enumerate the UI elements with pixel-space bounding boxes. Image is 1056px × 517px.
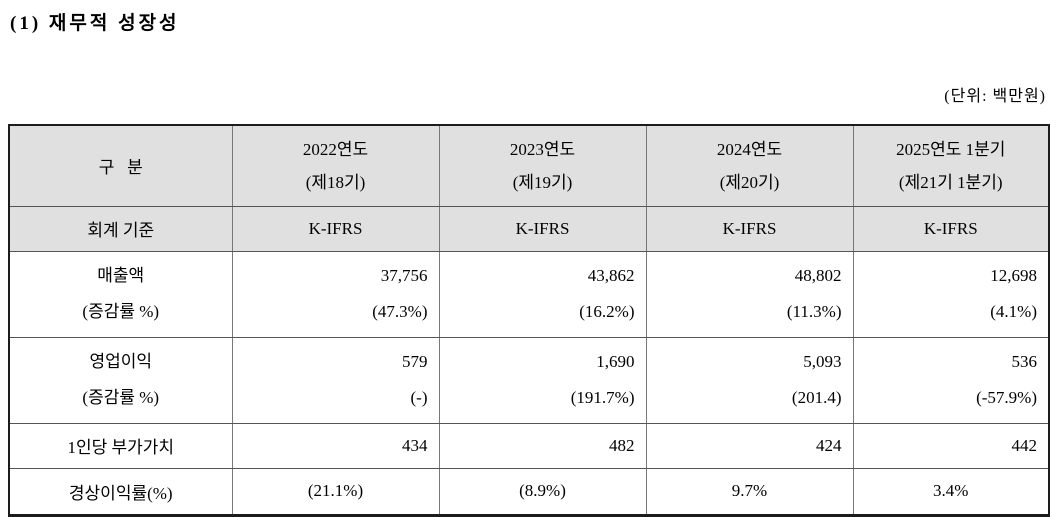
cell-value-added-2024: 424 bbox=[645, 422, 854, 469]
cell-value: 5,093 bbox=[803, 351, 842, 371]
col-header-category: 구 분 bbox=[8, 124, 233, 207]
cell-value: 1,690 bbox=[596, 351, 635, 371]
table-header-row: 구 분 2022연도 (제18기) 2023연도 (제19기) 2024연도 (… bbox=[8, 124, 1050, 207]
cell-value: 12,698 bbox=[990, 265, 1037, 285]
page-title: (1) 재무적 성장성 bbox=[10, 13, 180, 34]
cell-ratio-2024: 9.7% bbox=[645, 467, 854, 516]
cell-revenue-2024: 48,802 (11.3%) bbox=[645, 250, 854, 338]
row-label: 매출액 (증감률 %) bbox=[8, 250, 233, 338]
cell-growth-rate: (47.3%) bbox=[372, 302, 428, 322]
col-header-2025q1: 2025연도 1분기 (제21기 1분기) bbox=[852, 124, 1050, 207]
col-header-year: 2024연도 bbox=[716, 139, 783, 159]
row-label-sub: (증감률 %) bbox=[82, 302, 160, 322]
cell-standard-2025q1: K-IFRS bbox=[852, 205, 1050, 252]
col-header-term: (제18기) bbox=[305, 172, 366, 192]
cell-value-added-2025q1: 442 bbox=[852, 422, 1050, 469]
cell-growth-rate: (4.1%) bbox=[990, 302, 1037, 322]
cell-ratio-2023: (8.9%) bbox=[438, 467, 647, 516]
unit-note: (단위: 백만원) bbox=[944, 88, 1046, 105]
cell-revenue-2022: 37,756 (47.3%) bbox=[231, 250, 440, 338]
table-row-revenue: 매출액 (증감률 %) 37,756 (47.3%) 43,862 (16.2%… bbox=[8, 250, 1050, 338]
table-row-accounting-standard: 회계 기준 K-IFRS K-IFRS K-IFRS K-IFRS bbox=[8, 205, 1050, 252]
cell-revenue-2025q1: 12,698 (4.1%) bbox=[852, 250, 1050, 338]
cell-growth-rate: (-) bbox=[410, 388, 428, 408]
financial-growth-table: 구 분 2022연도 (제18기) 2023연도 (제19기) 2024연도 (… bbox=[8, 124, 1050, 517]
cell-ratio-2025q1: 3.4% bbox=[852, 467, 1050, 516]
row-label: 경상이익률(%) bbox=[8, 467, 233, 516]
cell-value: 536 bbox=[1011, 351, 1038, 371]
row-label: 1인당 부가가치 bbox=[8, 422, 233, 469]
cell-value: 37,756 bbox=[380, 265, 428, 285]
col-header-year: 2025연도 1분기 bbox=[896, 139, 1006, 159]
cell-growth-rate: (16.2%) bbox=[579, 302, 635, 322]
cell-op-profit-2025q1: 536 (-57.9%) bbox=[852, 336, 1050, 424]
cell-value: 43,862 bbox=[587, 265, 635, 285]
cell-growth-rate: (201.4) bbox=[791, 388, 842, 408]
col-header-2022: 2022연도 (제18기) bbox=[231, 124, 440, 207]
col-header-2023: 2023연도 (제19기) bbox=[438, 124, 647, 207]
cell-standard-2024: K-IFRS bbox=[645, 205, 854, 252]
table-row-operating-profit: 영업이익 (증감률 %) 579 (-) 1,690 (191.7%) bbox=[8, 336, 1050, 424]
cell-ratio-2022: (21.1%) bbox=[231, 467, 440, 516]
cell-growth-rate: (191.7%) bbox=[570, 388, 635, 408]
cell-value: 579 bbox=[402, 351, 428, 371]
cell-growth-rate: (-57.9%) bbox=[976, 388, 1037, 408]
table-row-ordinary-profit-ratio: 경상이익률(%) (21.1%) (8.9%) 9.7% 3.4% bbox=[8, 467, 1050, 516]
row-label: 회계 기준 bbox=[8, 205, 233, 252]
cell-op-profit-2023: 1,690 (191.7%) bbox=[438, 336, 647, 424]
row-label-sub: (증감률 %) bbox=[82, 388, 160, 408]
cell-value-added-2023: 482 bbox=[438, 422, 647, 469]
cell-revenue-2023: 43,862 (16.2%) bbox=[438, 250, 647, 338]
table-row-value-added-per-person: 1인당 부가가치 434 482 424 442 bbox=[8, 422, 1050, 469]
cell-value: 48,802 bbox=[794, 265, 842, 285]
row-label-main: 영업이익 bbox=[89, 351, 153, 371]
row-label: 영업이익 (증감률 %) bbox=[8, 336, 233, 424]
cell-op-profit-2024: 5,093 (201.4) bbox=[645, 336, 854, 424]
col-header-2024: 2024연도 (제20기) bbox=[645, 124, 854, 207]
cell-value-added-2022: 434 bbox=[231, 422, 440, 469]
col-header-year: 2022연도 bbox=[302, 139, 369, 159]
cell-standard-2023: K-IFRS bbox=[438, 205, 647, 252]
row-label-main: 매출액 bbox=[97, 265, 145, 285]
col-header-year: 2023연도 bbox=[509, 139, 576, 159]
cell-standard-2022: K-IFRS bbox=[231, 205, 440, 252]
cell-growth-rate: (11.3%) bbox=[786, 302, 842, 322]
cell-op-profit-2022: 579 (-) bbox=[231, 336, 440, 424]
col-header-term: (제20기) bbox=[719, 172, 780, 192]
col-header-term: (제19기) bbox=[512, 172, 573, 192]
col-header-term: (제21기 1분기) bbox=[898, 172, 1003, 192]
